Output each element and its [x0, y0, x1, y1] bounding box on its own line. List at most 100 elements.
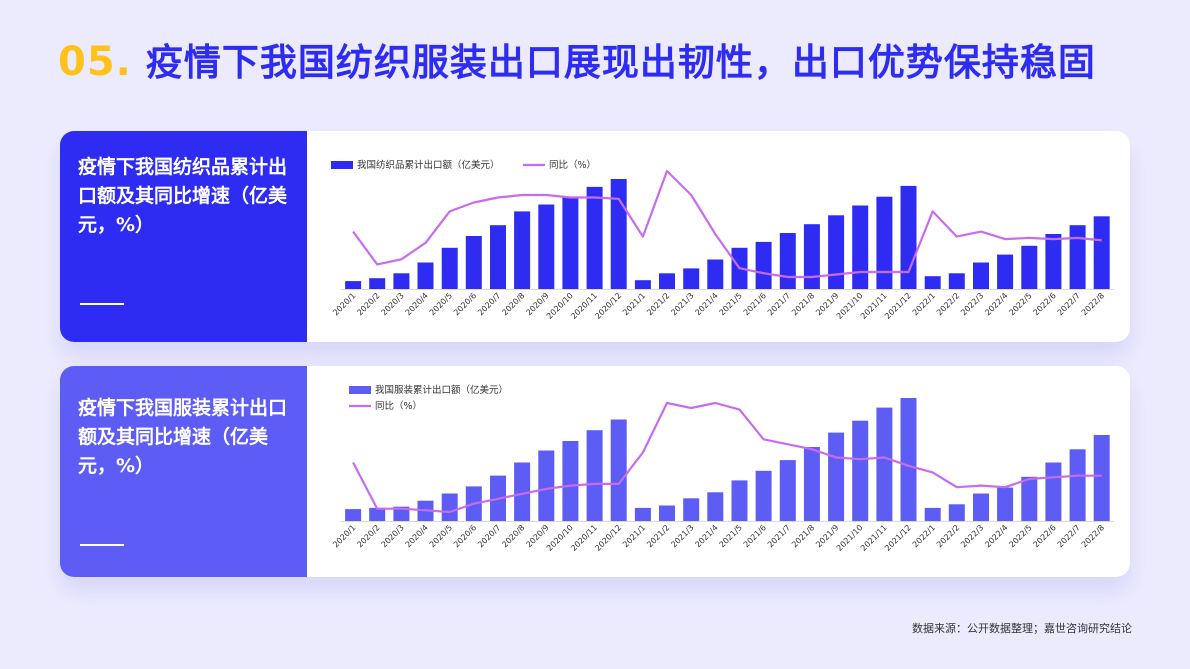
page-title: 05. 疫情下我国纺织服装出口展现出韧性，出口优势保持稳固 — [58, 32, 1096, 86]
bar — [659, 505, 675, 521]
apparel-chart-title: 疫情下我国服装累计出口额及其同比增速（亿美元，%） — [78, 397, 288, 477]
bar — [441, 247, 458, 290]
bar — [634, 507, 651, 521]
yoy-line — [352, 401, 1102, 514]
x-tick-label: 2021/1 — [621, 523, 647, 549]
bar — [924, 507, 941, 521]
decorative-divider — [80, 303, 124, 305]
x-tick-label: 2022/5 — [1007, 291, 1033, 317]
x-tick-label: 2022/8 — [1080, 523, 1106, 549]
x-tick-label: 2020/1 — [331, 291, 357, 317]
bar — [514, 462, 531, 521]
x-tick-label: 2021/2 — [645, 291, 671, 317]
legend-bar-label: 我国服装累计出口额（亿美元） — [375, 384, 508, 396]
x-tick-label: 2021/8 — [790, 523, 816, 549]
bar — [852, 420, 869, 521]
x-tick-label: 2021/1 — [621, 291, 647, 317]
x-tick-label: 2022/4 — [983, 523, 1009, 549]
x-tick-label: 2020/5 — [428, 291, 454, 317]
bar — [1021, 245, 1038, 289]
x-tick-label: 2020/8 — [500, 291, 526, 317]
x-tick-label: 2022/7 — [1056, 291, 1082, 317]
bar — [924, 276, 941, 289]
bar — [803, 224, 820, 289]
bar — [393, 273, 410, 289]
x-tick-label: 2022/6 — [1032, 523, 1058, 549]
x-tick-label: 2020/7 — [476, 523, 502, 549]
bar — [707, 259, 724, 289]
bar — [1069, 449, 1086, 521]
bar — [683, 498, 700, 521]
x-tick-label: 2022/1 — [911, 291, 937, 317]
bar — [538, 450, 555, 521]
x-tick-label: 2022/3 — [959, 523, 985, 549]
legend-bar-label: 我国纺织品累计出口额（亿美元） — [357, 159, 500, 171]
x-tick-label: 2021/12 — [883, 523, 913, 553]
bar — [900, 398, 917, 521]
bar — [900, 185, 917, 289]
textile-panel: 疫情下我国纺织品累计出口额及其同比增速（亿美 元，%） 2020/1 2020/2… — [60, 131, 1130, 342]
bar — [369, 507, 386, 521]
apparel-chart-svg: 2020/12020/22020/32020/42020/52020/62020… — [331, 384, 1114, 553]
bar — [538, 204, 555, 289]
bar — [803, 447, 820, 521]
legend-bar-swatch — [331, 161, 353, 169]
x-tick-label: 2020/6 — [452, 291, 478, 317]
x-tick-label: 2020/5 — [428, 523, 454, 549]
x-tick-label: 2021/12 — [883, 291, 913, 321]
x-tick-label: 2021/2 — [645, 523, 671, 549]
x-tick-label: 2022/8 — [1080, 291, 1106, 317]
apparel-chart: 2020/1 2020/2 2020/3 2020/4 2020/5 2020/6 2020… — [307, 366, 1130, 577]
x-tick-label: 2020/1 — [331, 523, 357, 549]
bar — [562, 441, 579, 521]
bar — [876, 196, 893, 289]
bar — [345, 509, 362, 521]
legend-line-label: 同比（%） — [549, 159, 596, 171]
bar — [779, 460, 796, 521]
decorative-divider — [80, 544, 124, 546]
x-tick-label: 2021/8 — [790, 291, 816, 317]
bar — [997, 254, 1014, 289]
legend-bar-swatch — [349, 386, 371, 394]
x-tick-label: 2020/2 — [355, 523, 381, 549]
x-tick-label: 2020/8 — [500, 523, 526, 549]
x-tick-label: 2020/4 — [404, 523, 430, 549]
x-tick-label: 2021/5 — [718, 291, 744, 317]
bar — [610, 179, 627, 289]
bar — [755, 470, 772, 521]
bar — [345, 281, 362, 289]
legend-line-label: 同比（%） — [375, 400, 422, 412]
bar — [1021, 476, 1038, 521]
bar — [683, 268, 700, 289]
apparel-side-card: 疫情下我国服装累计出口额及其同比增速（亿美元，%） — [60, 366, 307, 577]
bar — [586, 430, 603, 521]
bar — [441, 493, 458, 521]
x-tick-label: 2022/7 — [1056, 523, 1082, 549]
x-tick-label: 2020/12 — [593, 291, 623, 321]
bar — [1093, 216, 1110, 289]
bar — [948, 504, 965, 521]
x-tick-label: 2020/2 — [355, 291, 381, 317]
bar — [1045, 462, 1062, 521]
bar — [1069, 225, 1086, 289]
x-tick-label: 2022/2 — [935, 291, 961, 317]
x-tick-label: 2020/4 — [404, 291, 430, 317]
x-tick-label: 2021/7 — [766, 523, 792, 549]
bar — [876, 407, 893, 521]
bar — [973, 493, 989, 521]
x-tick-label: 2020/7 — [476, 291, 502, 317]
x-tick-label: 2021/4 — [693, 523, 719, 549]
bar — [707, 492, 724, 521]
x-tick-label: 2021/4 — [693, 291, 719, 317]
bar — [659, 273, 675, 289]
section-number: 05. — [58, 39, 132, 85]
bar — [1045, 234, 1062, 289]
x-tick-label: 2021/6 — [742, 291, 768, 317]
title-text: 疫情下我国纺织服装出口展现出韧性，出口优势保持稳固 — [145, 41, 1096, 84]
bar — [779, 233, 796, 289]
bar — [610, 419, 627, 521]
bar — [852, 205, 869, 289]
x-tick-label: 2022/1 — [911, 523, 937, 549]
x-tick-label: 2022/5 — [1007, 523, 1033, 549]
bar — [634, 280, 651, 289]
